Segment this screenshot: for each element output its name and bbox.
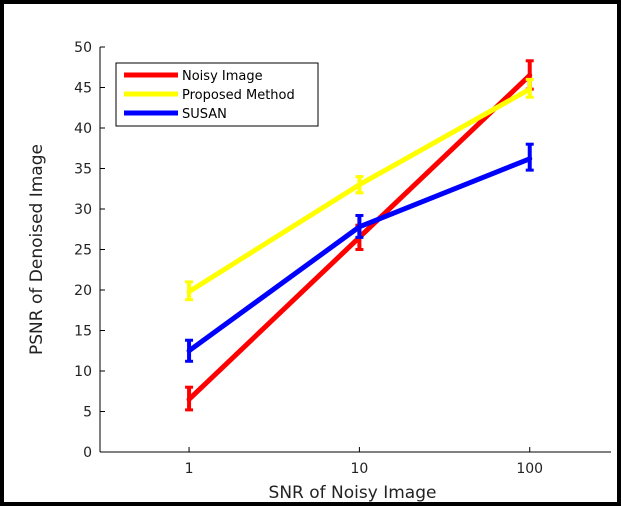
y-tick-label: 40 bbox=[74, 121, 92, 137]
series-group bbox=[185, 59, 534, 412]
legend-label: Proposed Method bbox=[182, 88, 295, 103]
y-tick-label: 30 bbox=[74, 202, 92, 218]
legend-item: Noisy Image bbox=[124, 69, 263, 84]
y-tick-label: 20 bbox=[74, 283, 92, 299]
y-tick-label: 15 bbox=[74, 324, 92, 340]
y-tick-label: 5 bbox=[83, 405, 92, 421]
series-proposed-method bbox=[185, 77, 534, 302]
x-tick-label: 100 bbox=[516, 461, 543, 477]
y-tick-label: 50 bbox=[74, 40, 92, 56]
x-axis-label: SNR of Noisy Image bbox=[269, 483, 437, 503]
axes: 0 5 10 15 20 25 30 35 40 45 50 1 10 100 bbox=[74, 40, 611, 477]
x-tick-label: 1 bbox=[185, 461, 194, 477]
x-tick-label: 10 bbox=[350, 461, 368, 477]
y-tick-label: 45 bbox=[74, 81, 92, 97]
legend: Noisy Image Proposed Method SUSAN bbox=[115, 62, 319, 127]
y-tick-label: 0 bbox=[83, 445, 92, 461]
y-tick-label: 10 bbox=[74, 364, 92, 380]
legend-label: SUSAN bbox=[182, 107, 227, 122]
legend-label: Noisy Image bbox=[182, 69, 263, 84]
series-susan bbox=[185, 142, 534, 363]
y-tick-label: 25 bbox=[74, 243, 92, 259]
y-axis-label: PSNR of Denoised Image bbox=[27, 144, 47, 355]
legend-item: SUSAN bbox=[124, 107, 227, 122]
y-tick-label: 35 bbox=[74, 162, 92, 178]
legend-item: Proposed Method bbox=[124, 88, 295, 103]
